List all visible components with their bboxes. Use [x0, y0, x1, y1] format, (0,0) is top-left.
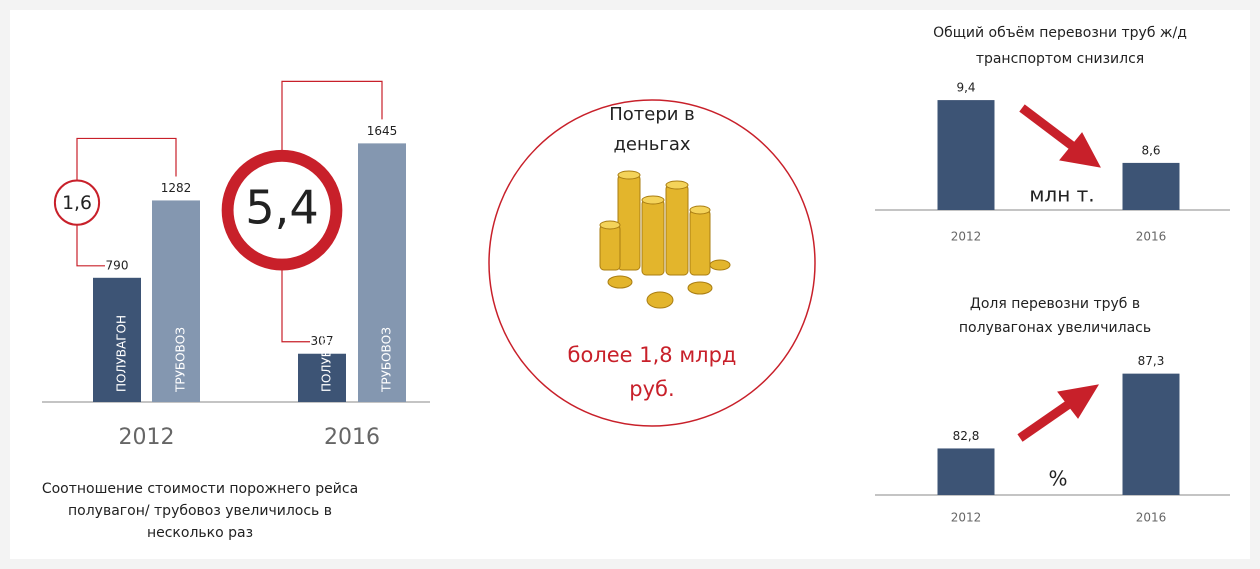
- arrow-head: [1058, 385, 1098, 418]
- coin-stack: [690, 210, 710, 275]
- x-tick-label: 2012: [951, 511, 982, 525]
- data-label: 87,3: [1138, 354, 1165, 368]
- coin: [600, 221, 620, 229]
- chart-title: Общий объём перевозни труб ж/д транспорт…: [895, 20, 1225, 72]
- data-label: 9,4: [956, 81, 975, 95]
- x-tick-label: 2016: [1136, 511, 1167, 525]
- coin-stack: [600, 225, 620, 270]
- coin: [647, 292, 673, 308]
- series-name: ПОЛУВАГОН: [320, 315, 334, 392]
- data-label: 8,6: [1141, 143, 1160, 157]
- coin: [642, 196, 664, 204]
- data-label: 1282: [161, 181, 192, 195]
- coin: [608, 276, 632, 288]
- bar: [938, 448, 995, 495]
- page: 20122016790ПОЛУВАГОН307ПОЛУВАГОН1282ТРУБ…: [0, 0, 1260, 569]
- arrow-shaft: [1022, 108, 1075, 148]
- unit-label: млн т.: [1029, 183, 1094, 207]
- bar: [938, 100, 995, 210]
- arrows: [1020, 108, 1100, 438]
- x-tick-label: 2012: [951, 230, 982, 244]
- series-name: ТРУБОВОЗ: [380, 327, 394, 393]
- x-tick-label: 2016: [324, 425, 380, 450]
- unit-label: %: [1048, 467, 1067, 491]
- data-label: 790: [106, 258, 129, 272]
- coin-stack: [666, 185, 688, 275]
- series-name: ТРУБОВОЗ: [174, 327, 188, 393]
- bar: [1123, 374, 1180, 495]
- x-tick-label: 2016: [1136, 230, 1167, 244]
- coin: [688, 282, 712, 294]
- ratio-label: 1,6: [62, 193, 92, 214]
- arrow-shaft: [1020, 402, 1072, 438]
- chart-caption: Соотношение стоимости порожнего рейса по…: [30, 478, 370, 544]
- chart-title: Доля перевозни труб в полувагонах увелич…: [945, 292, 1165, 340]
- data-label: 1645: [367, 124, 398, 138]
- coin-stack: [642, 200, 664, 275]
- coin: [690, 206, 710, 214]
- coin: [666, 181, 688, 189]
- series-name: ПОЛУВАГОН: [115, 315, 129, 392]
- coin: [618, 171, 640, 179]
- x-tick-label: 2012: [119, 425, 175, 450]
- coin-stack: [618, 175, 640, 270]
- bar: [1123, 163, 1180, 210]
- ratio-label: 5,4: [245, 181, 319, 235]
- coin: [710, 260, 730, 270]
- data-label: 82,8: [953, 429, 980, 443]
- callout-amount: более 1,8 млрд руб.: [552, 338, 752, 406]
- callout-title: Потери в деньгах: [592, 100, 712, 160]
